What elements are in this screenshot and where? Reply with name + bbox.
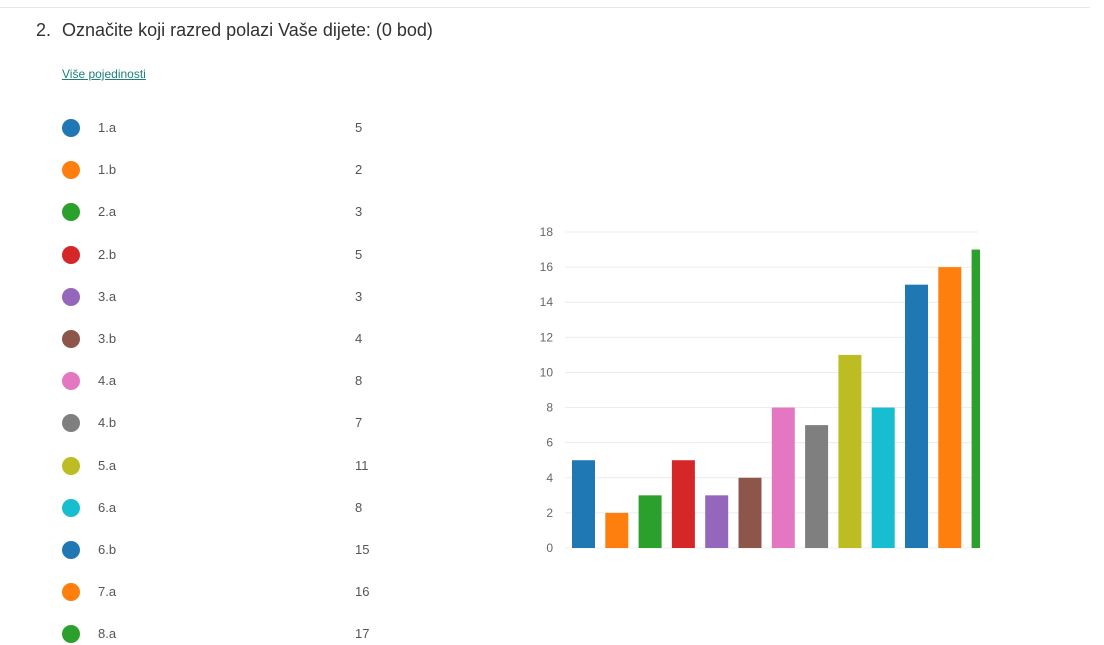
legend-item: 2.b 5	[62, 243, 382, 265]
legend-item: 1.a 5	[62, 116, 382, 138]
legend-item: 1.b 2	[62, 158, 382, 180]
legend-color-dot	[62, 541, 80, 559]
legend-label: 3.a	[98, 288, 117, 304]
legend-label: 1.b	[98, 162, 117, 178]
legend-item: 4.a 8	[62, 369, 382, 391]
legend-color-dot	[62, 330, 80, 348]
question-number: 2.	[36, 20, 52, 40]
y-tick-label: 6	[546, 436, 553, 450]
legend-label: 6.b	[98, 542, 117, 557]
bar-1.a	[572, 460, 595, 548]
legend-item: 2.a 3	[62, 200, 382, 222]
legend-item: 3.b 4	[62, 327, 382, 349]
legend-count: 8	[355, 499, 363, 515]
question-text: Označite koji razred polazi Vaše dijete:…	[62, 20, 433, 40]
legend-label: 7.a	[98, 584, 117, 600]
legend-item: 8.a 17	[62, 622, 382, 644]
top-divider	[0, 7, 1090, 8]
legend-label: 6.a	[98, 499, 117, 515]
legend-color-dot	[62, 287, 80, 306]
legend-item: 4.b 7	[62, 411, 382, 433]
legend-color-dot	[62, 625, 80, 644]
bar-8.a	[971, 249, 980, 549]
legend-label: 5.a	[98, 457, 117, 473]
legend-color-dot	[62, 245, 80, 264]
legend-count: 4	[355, 331, 363, 346]
bar-2.a	[638, 495, 662, 548]
y-tick-label: 10	[540, 365, 554, 379]
legend-color-dot	[62, 372, 80, 391]
legend-color-dot	[62, 414, 80, 433]
legend-color-dot	[62, 456, 80, 475]
y-tick-label: 4	[546, 471, 553, 485]
bar-3.b	[738, 477, 762, 548]
bar-2.b	[671, 460, 695, 548]
legend-color-dot	[62, 161, 80, 180]
legend-count: 8	[355, 373, 363, 389]
bar-6.a	[871, 407, 895, 548]
legend-count: 5	[355, 246, 363, 262]
y-tick-label: 18	[540, 225, 554, 239]
legend-item: 6.b 15	[62, 538, 382, 560]
legend-label: 2.b	[98, 246, 117, 262]
legend-color-dot	[62, 119, 80, 137]
bar-4.b	[805, 425, 829, 548]
legend-count: 5	[355, 120, 363, 135]
legend-label: 4.a	[98, 373, 117, 389]
legend-color-dot	[62, 203, 80, 222]
legend-count: 15	[355, 542, 370, 557]
y-tick-label: 0	[546, 541, 553, 555]
legend-label: 2.a	[98, 204, 117, 220]
bar-4.a	[771, 407, 795, 548]
y-tick-label: 2	[546, 506, 553, 520]
legend-label: 3.b	[98, 331, 117, 346]
more-details-link[interactable]: Više pojedinosti	[62, 67, 146, 81]
legend-count: 3	[355, 204, 363, 220]
legend-label: 1.a	[98, 120, 117, 135]
bar-6.b	[905, 284, 928, 548]
y-tick-label: 8	[546, 401, 553, 415]
question-title: 2. Označite koji razred polazi Vaše dije…	[36, 20, 433, 41]
legend-label: 8.a	[98, 626, 117, 642]
legend-count: 7	[355, 415, 363, 431]
legend-count: 3	[355, 288, 363, 304]
legend-item: 5.a 11	[62, 454, 382, 476]
bar-7.a	[938, 267, 962, 548]
bar-chart: 0 2 4 6 8 10 12 14 16 18	[540, 225, 980, 555]
legend-item: 3.a 3	[62, 285, 382, 307]
legend-item: 6.a 8	[62, 496, 382, 518]
legend-label: 4.b	[98, 415, 117, 431]
legend-count: 2	[355, 162, 363, 178]
y-tick-label: 14	[540, 295, 554, 309]
bar-3.a	[705, 495, 729, 548]
y-axis: 0 2 4 6 8 10 12 14 16 18	[540, 225, 554, 555]
legend-count: 11	[355, 457, 369, 473]
legend-count: 17	[355, 626, 370, 642]
bar-5.a	[838, 354, 862, 548]
legend-color-dot	[62, 583, 80, 602]
chart-bars	[572, 249, 980, 549]
legend-color-dot	[62, 498, 80, 517]
legend-item: 7.a 16	[62, 580, 382, 602]
y-tick-label: 16	[540, 260, 554, 274]
legend-count: 16	[355, 584, 370, 600]
y-tick-label: 12	[540, 330, 554, 344]
bar-1.b	[605, 512, 629, 548]
